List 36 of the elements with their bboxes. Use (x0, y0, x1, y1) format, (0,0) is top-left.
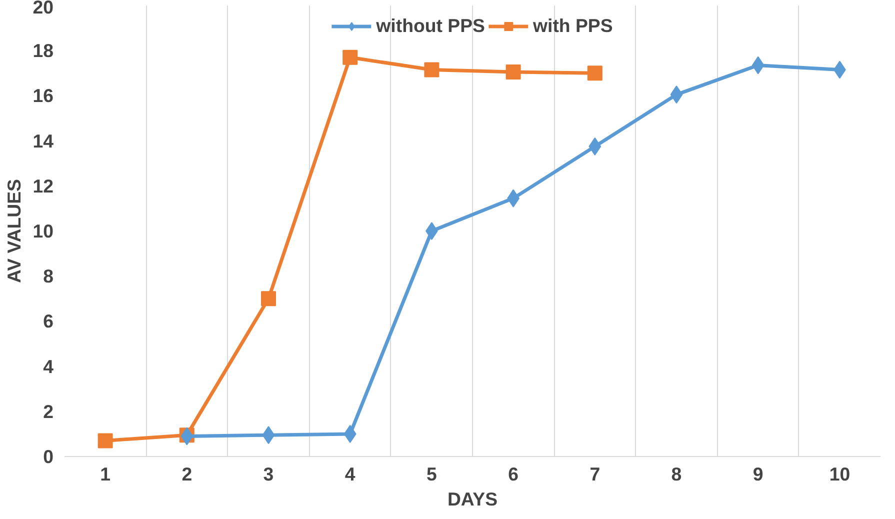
y-tick-label: 2 (43, 400, 54, 422)
y-tick-label: 6 (43, 310, 54, 332)
y-axis-title: AV VALUES (4, 178, 25, 283)
x-tick-label: 2 (182, 464, 192, 484)
y-tick-label: 12 (32, 175, 54, 196)
x-tick-label: 9 (752, 464, 764, 484)
point (262, 426, 275, 444)
legend-label: with PPS (533, 15, 613, 37)
point (506, 64, 521, 80)
y-tick-label: 10 (32, 220, 54, 242)
legend-label: without PPS (376, 15, 485, 37)
point (588, 137, 602, 156)
x-axis-title: DAYS (447, 488, 498, 510)
point (752, 56, 764, 74)
x-tick-label: 10 (829, 464, 850, 484)
point (670, 86, 683, 104)
point (587, 66, 602, 81)
x-tick-label: 1 (100, 464, 111, 484)
x-tick-label: 3 (263, 464, 274, 484)
point (261, 291, 276, 306)
x-tick-label: 8 (671, 464, 682, 484)
y-tick-label: 18 (32, 40, 54, 62)
point (344, 424, 356, 443)
point (98, 433, 113, 448)
x-tick-label: 4 (344, 464, 356, 484)
y-tick-label: 8 (43, 266, 54, 287)
point (342, 50, 358, 65)
x-tick-label: 5 (426, 464, 437, 484)
y-tick-label: 20 (32, 0, 54, 18)
y-tick-label: 0 (43, 446, 54, 467)
point (424, 62, 440, 78)
x-tick-label: 7 (590, 464, 600, 484)
x-tick-label: 6 (508, 464, 519, 484)
y-tick-label: 14 (32, 130, 54, 152)
y-tick-label: 16 (32, 85, 54, 106)
y-tick-label: 4 (43, 356, 54, 377)
